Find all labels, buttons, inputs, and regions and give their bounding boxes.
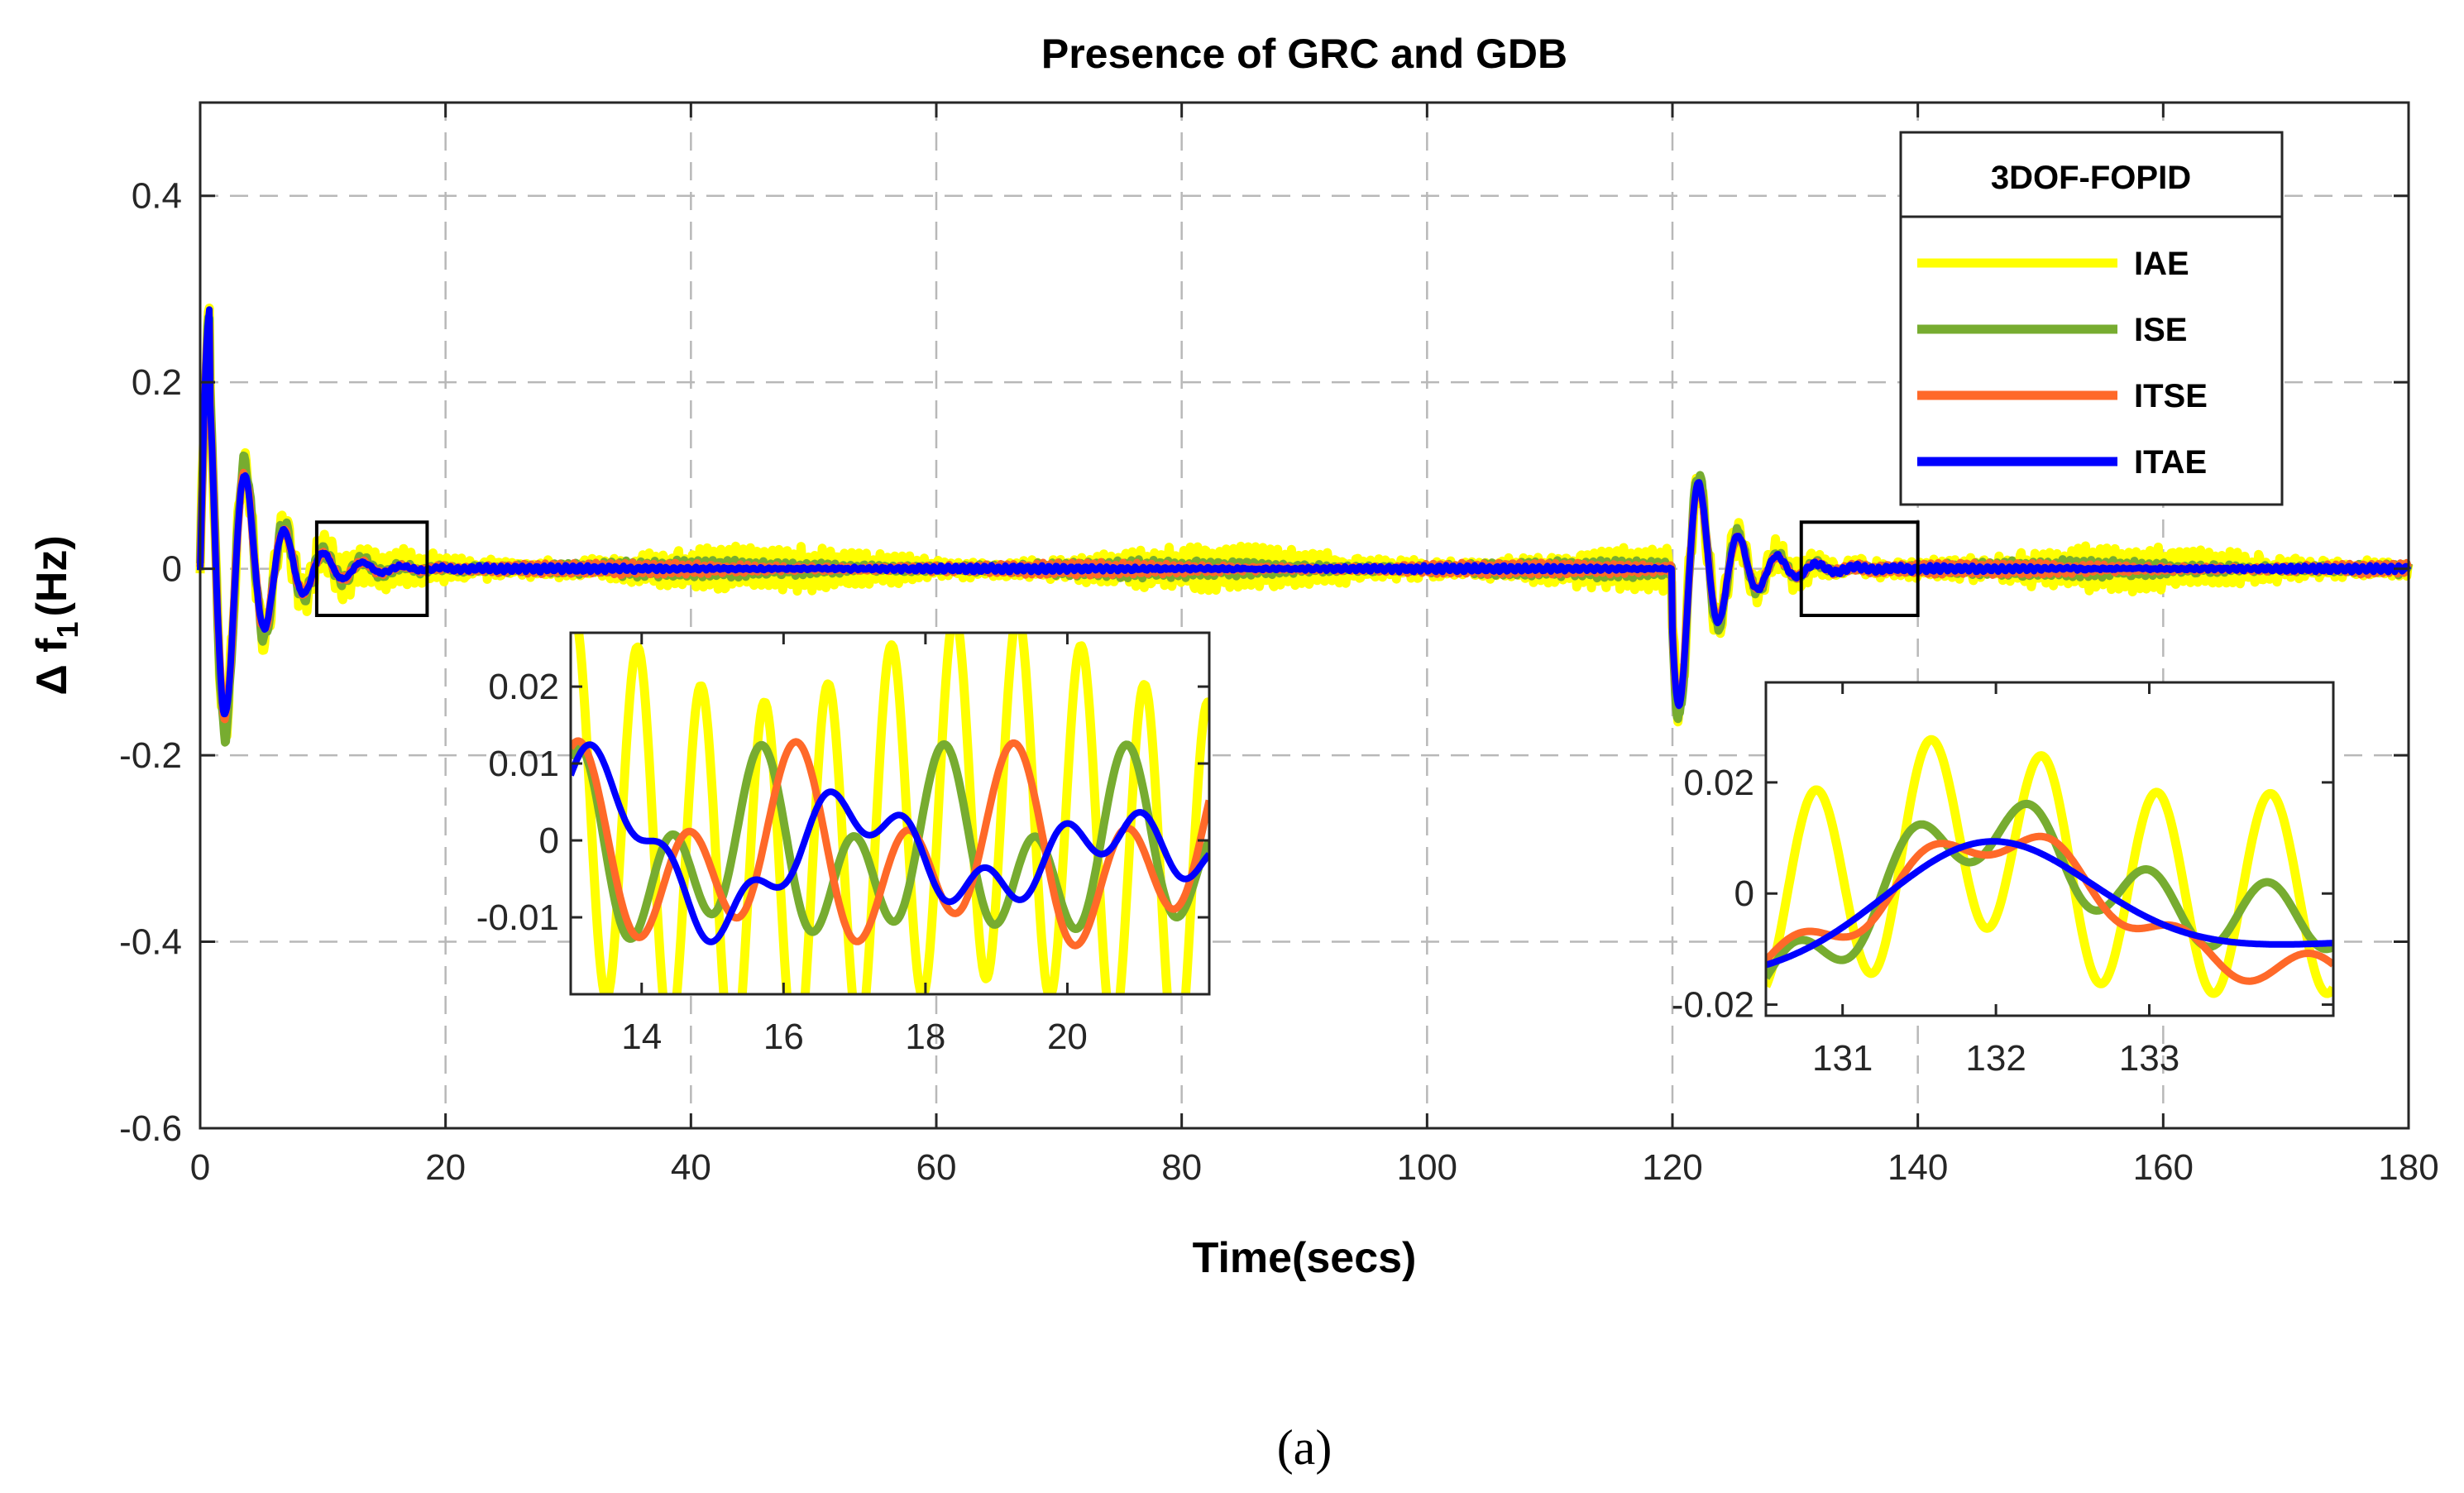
inset-series-line-iae xyxy=(574,633,1209,994)
inset-y-tick-label: 0 xyxy=(1734,873,1754,914)
inset-zoom-left: 14 16 18 20 0.02 0.01 0 -0.01 xyxy=(476,631,1211,1057)
legend-title: 3DOF-FOPID xyxy=(1991,160,2191,196)
main-ticks: 0 20 40 60 80 100 120 140 160 1800.40.20-0.2-0.4-… xyxy=(119,103,2439,1188)
x-tick-label: 160 xyxy=(2133,1147,2194,1188)
x-tick-label: 80 xyxy=(1161,1147,1202,1188)
inset-x-tick-label: 133 xyxy=(2119,1038,2179,1079)
y-axis-label-subscript: 1 xyxy=(50,622,84,639)
zoom-boxes xyxy=(314,520,1920,617)
inset-frame xyxy=(1764,681,2335,1017)
inset-series-line-itse xyxy=(571,737,1209,950)
inset-series-line-itae xyxy=(571,741,1209,945)
zoom-box-0 xyxy=(314,520,429,617)
y-axis-label-main: Δ f xyxy=(28,638,76,696)
inset-x-tick-label: 20 xyxy=(1047,1017,1088,1057)
x-tick-label: 100 xyxy=(1397,1147,1457,1188)
inset-zoom-right: 131 132 133 0.02 0 -0.02 xyxy=(1672,681,2335,1079)
inset-y-tick-label: -0.01 xyxy=(476,897,559,938)
inset-series-line-itse xyxy=(1766,832,2333,985)
inset-series-lines xyxy=(571,633,1209,994)
legend-label-itae: ITAE xyxy=(2134,444,2207,481)
inset-frame xyxy=(569,631,1211,996)
legend-label-itse: ITSE xyxy=(2134,378,2208,414)
legend: 3DOF-FOPID IAE ISE ITSE ITAE xyxy=(1899,131,2284,506)
y-tick-label: 0 xyxy=(162,549,182,590)
inset-y-tick-label: 0.02 xyxy=(488,667,559,707)
legend-entries: IAE ISE ITSE ITAE xyxy=(1917,246,2208,481)
x-tick-label: 40 xyxy=(671,1147,711,1188)
figure-caption: (a) xyxy=(1277,1420,1332,1475)
inset-plot-area xyxy=(571,633,1209,994)
legend-label-iae: IAE xyxy=(2134,246,2189,282)
inset-y-tick-label: 0.02 xyxy=(1683,763,1754,803)
inset-x-tick-label: 16 xyxy=(763,1017,804,1057)
inset-y-tick-label: -0.02 xyxy=(1672,985,1754,1026)
x-tick-label: 140 xyxy=(1887,1147,1948,1188)
main-axes-frame xyxy=(199,101,2410,1130)
y-tick-label: 0.4 xyxy=(132,176,182,217)
x-tick-label: 180 xyxy=(2378,1147,2438,1188)
series-line-itae xyxy=(197,306,2412,718)
x-tick-label: 120 xyxy=(1642,1147,1702,1188)
inset-x-tick-label: 131 xyxy=(1812,1038,1873,1079)
main-series-lines xyxy=(195,304,2414,747)
zoom-box-1 xyxy=(1799,520,1920,617)
inset-series-line-ise xyxy=(1766,799,2333,980)
inset-y-tick-label: 0.01 xyxy=(488,744,559,784)
inset-x-tick-label: 132 xyxy=(1965,1038,2026,1079)
inset-series-lines xyxy=(1766,735,2333,998)
y-axis-label: Δ f1 (Hz) xyxy=(28,535,84,695)
y-tick-label: -0.4 xyxy=(119,922,182,963)
x-tick-label: 0 xyxy=(190,1147,210,1188)
legend-label-ise: ISE xyxy=(2134,312,2187,348)
y-axis-label-unit: (Hz) xyxy=(28,535,76,616)
inset-y-tick-label: 0 xyxy=(539,821,559,861)
inset-series-line-itae xyxy=(1766,838,2333,969)
legend-box xyxy=(1899,131,2284,506)
chart-title: Presence of GRC and GDB xyxy=(1041,31,1567,77)
inset-series-line-ise xyxy=(571,739,1209,943)
y-tick-label: -0.2 xyxy=(119,735,182,776)
x-axis-label: Time(secs) xyxy=(1193,1234,1417,1282)
y-axis-label-group: Δ f1 (Hz) xyxy=(28,535,84,695)
inset-x-tick-label: 18 xyxy=(905,1017,945,1057)
y-tick-label: -0.6 xyxy=(119,1108,182,1149)
inset-x-tick-label: 14 xyxy=(621,1017,662,1057)
y-tick-label: 0.2 xyxy=(132,362,182,403)
x-tick-label: 20 xyxy=(425,1147,466,1188)
x-tick-label: 60 xyxy=(916,1147,957,1188)
